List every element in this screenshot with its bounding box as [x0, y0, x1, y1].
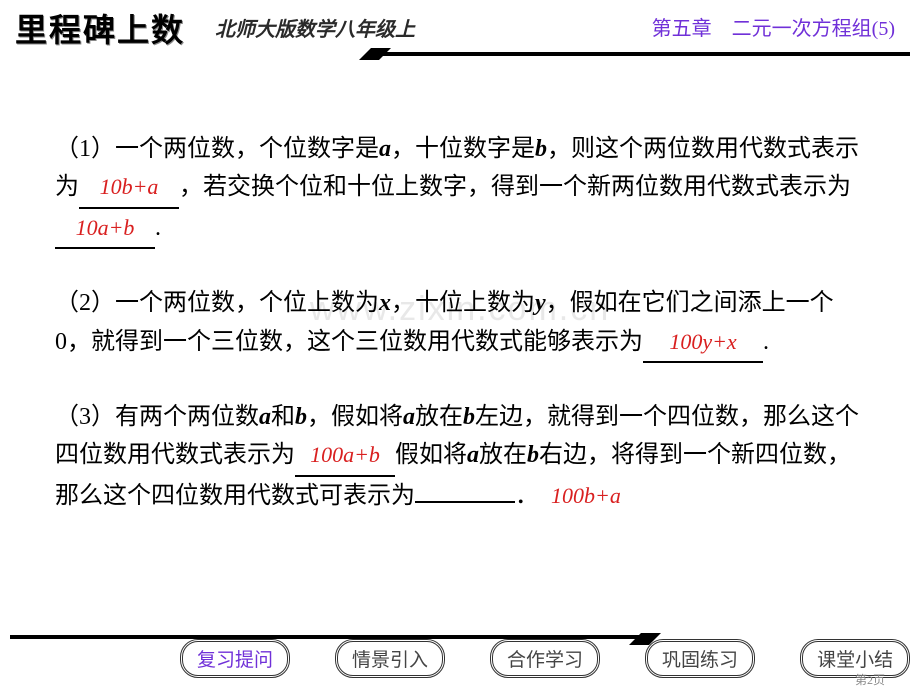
subtitle: 北师大版数学八年级上 — [215, 13, 415, 42]
p3-text6: 假如将 — [395, 442, 467, 468]
nav-cooperate-button[interactable]: 合作学习 — [490, 639, 600, 678]
page-number: 第2页 — [855, 671, 885, 688]
p3-text3: ，假如将 — [307, 404, 403, 430]
header-divider — [380, 50, 910, 56]
p1-text4: ，若交换个位和十位上数字，得到一个新两位数用代数式表示为 — [179, 174, 851, 200]
p1-text5: . — [155, 215, 161, 241]
nav-buttons: 复习提问 情景引入 合作学习 巩固练习 课堂小结 — [180, 639, 910, 678]
p2-text4: . — [763, 329, 769, 355]
main-title: 里程碑上数 — [15, 5, 185, 51]
problem-2: （2）一个两位数，个位上数为x，十位上数为y，假如在它们之间添上一个0，就得到一… — [55, 284, 865, 363]
p2-text2: ，十位上数为 — [391, 290, 535, 316]
p2-blank1: 100y+x — [643, 323, 763, 363]
nav-review-button[interactable]: 复习提问 — [180, 639, 290, 678]
p3-var1: a — [259, 404, 271, 430]
p3-blank1: 100a+b — [295, 436, 395, 476]
p3-answer1: 100a+b — [310, 442, 380, 467]
p3-answer2: 100b+a — [551, 483, 621, 508]
p3-text2: 和 — [271, 404, 295, 430]
p1-answer1: 10b+a — [100, 174, 159, 199]
p2-var-x: x — [379, 290, 391, 316]
p1-answer2: 10a+b — [76, 215, 135, 240]
p2-answer1: 100y+x — [669, 329, 736, 354]
problem-1: （1）一个两位数，个位数字是a，十位数字是b，则这个两位数用代数式表示为10b+… — [55, 130, 865, 249]
p3-var4: b — [463, 404, 475, 430]
problem-3: （3）有两个两位数a和b，假如将a放在b左边，就得到一个四位数，那么这个四位数用… — [55, 398, 865, 515]
p1-var-b: b — [535, 136, 547, 162]
p3-text9: ． — [515, 483, 527, 509]
header: 里程碑上数 北师大版数学八年级上 第五章 二元一次方程组(5) — [0, 0, 920, 60]
p1-text2: ，十位数字是 — [391, 136, 535, 162]
p3-var6: b — [527, 442, 539, 468]
p3-text7: 放在 — [479, 442, 527, 468]
p1-text: （1）一个两位数，个位数字是 — [55, 136, 379, 162]
nav-scenario-button[interactable]: 情景引入 — [335, 639, 445, 678]
p1-blank1: 10b+a — [79, 168, 179, 208]
p1-blank2: 10a+b — [55, 209, 155, 249]
p2-var-y: y — [535, 290, 546, 316]
p1-var-a: a — [379, 136, 391, 162]
content-area: （1）一个两位数，个位数字是a，十位数字是b，则这个两位数用代数式表示为10b+… — [0, 60, 920, 515]
p3-text: （3）有两个两位数 — [55, 404, 259, 430]
chapter-label: 第五章 二元一次方程组(5) — [652, 12, 895, 41]
p3-var3: a — [403, 404, 415, 430]
p3-text4: 放在 — [415, 404, 463, 430]
p3-var2: b — [295, 404, 307, 430]
p2-text: （2）一个两位数，个位上数为 — [55, 290, 379, 316]
nav-practice-button[interactable]: 巩固练习 — [645, 639, 755, 678]
p3-var5: a — [467, 442, 479, 468]
p3-blank2 — [415, 501, 515, 503]
footer: 复习提问 情景引入 合作学习 巩固练习 课堂小结 第2页 — [0, 635, 920, 690]
